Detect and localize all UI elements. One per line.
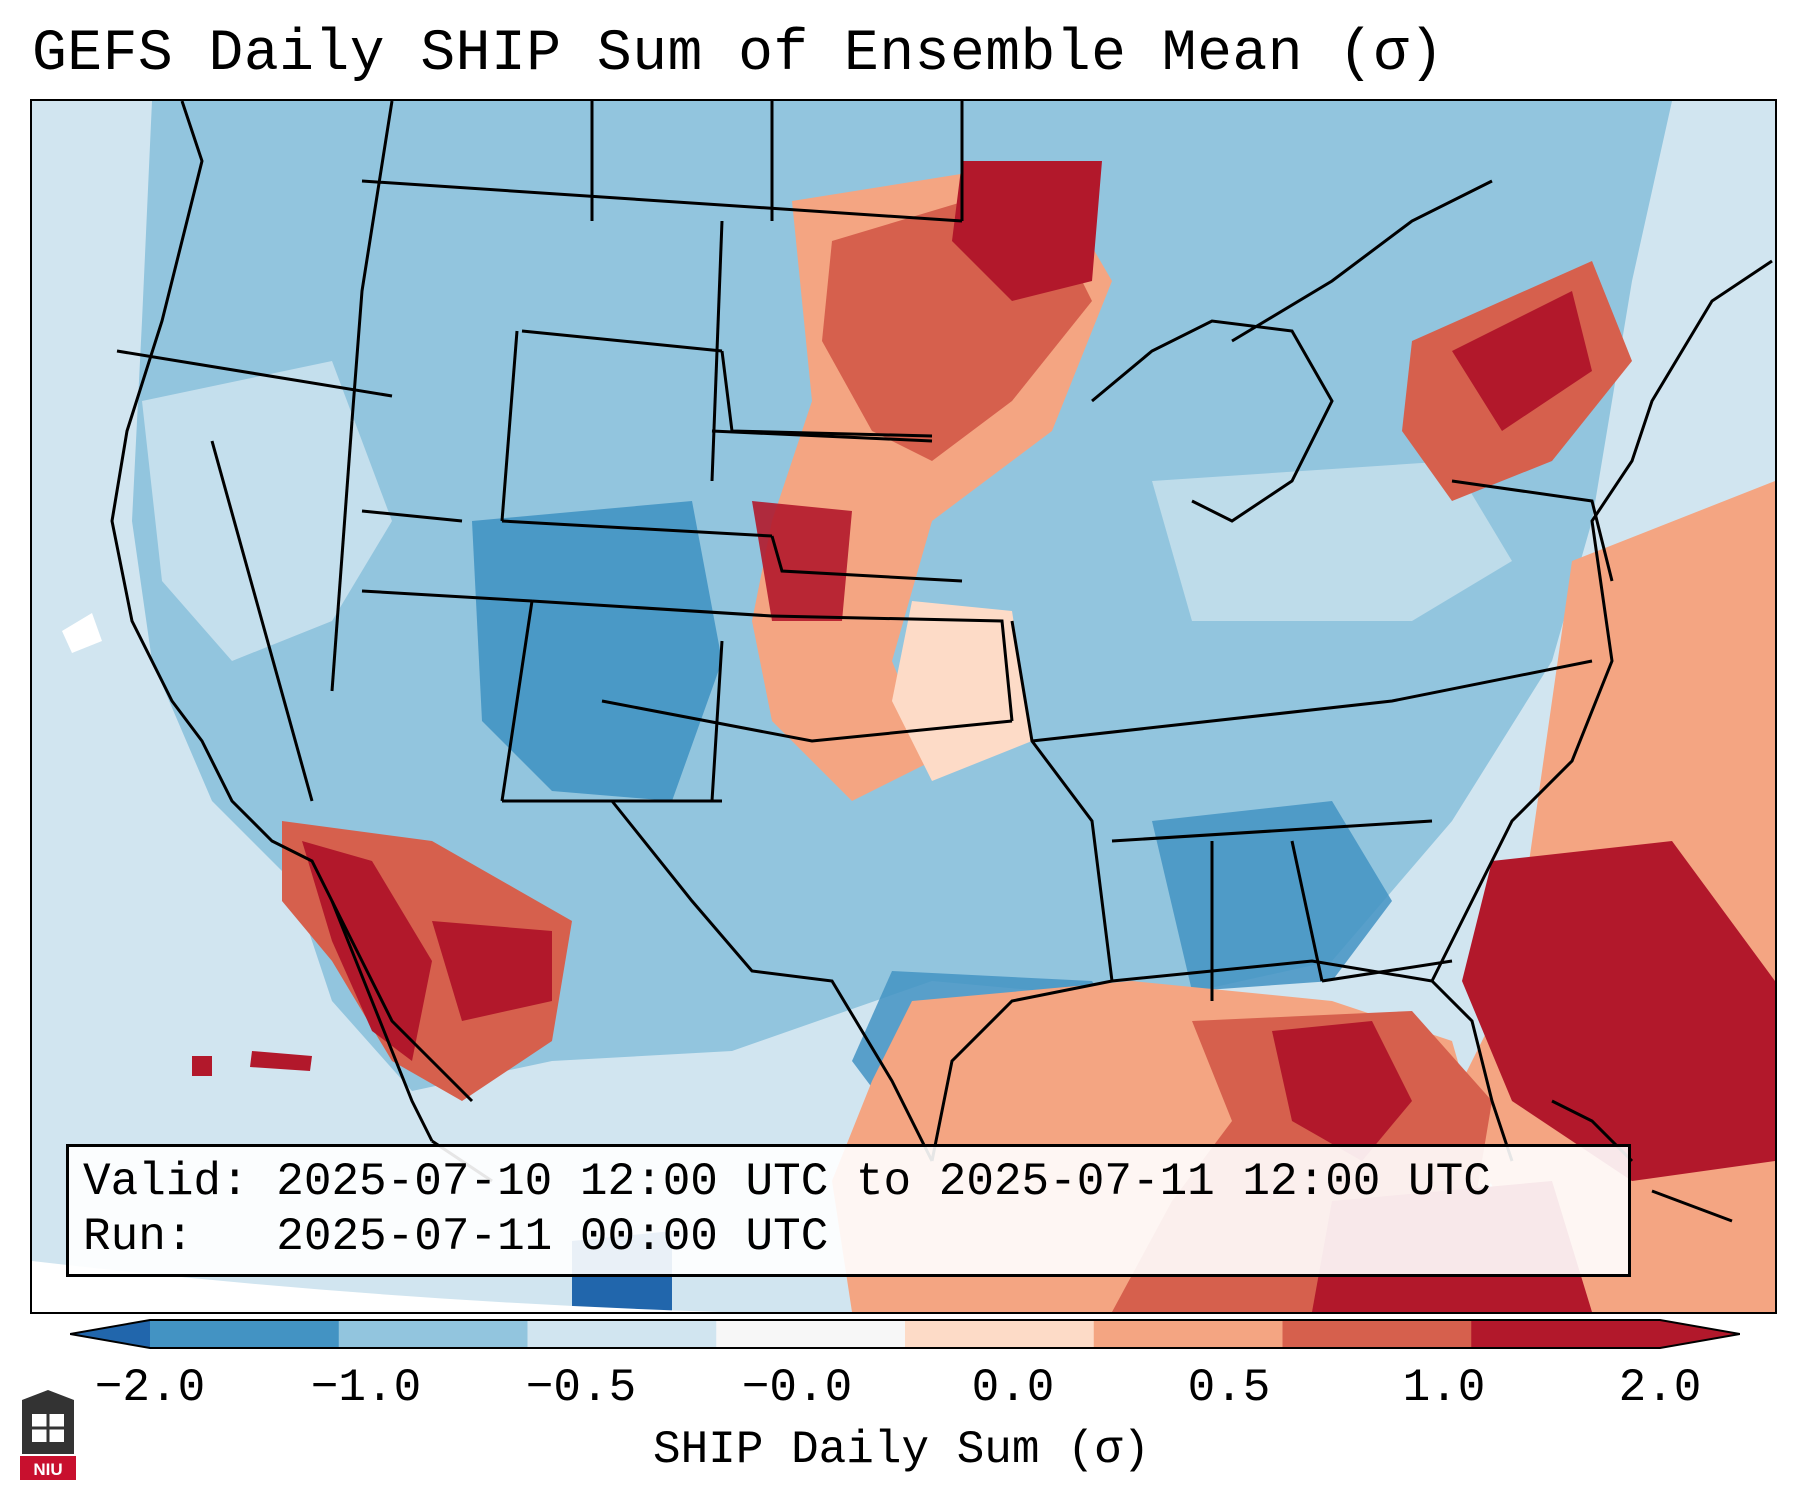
texas-mexico-border <box>610 800 934 1162</box>
border-co-south <box>531 599 773 618</box>
field-dark-red-north <box>952 161 1102 301</box>
field-dark-red-nebraska <box>752 501 852 621</box>
border-ks-ok <box>771 614 1014 722</box>
field-peach-missouri <box>892 601 1032 781</box>
border-tn-ky-va <box>1031 659 1593 743</box>
border-sd-ne <box>711 429 933 443</box>
border-ga-fl <box>1321 959 1453 983</box>
field-dark-red-california <box>302 841 432 1061</box>
colorbar <box>70 1319 1740 1349</box>
colorbar-bin <box>150 1320 340 1348</box>
valid-line: Valid: 2025-07-10 12:00 UTC to 2025-07-1… <box>83 1156 1491 1208</box>
border-wy-north <box>521 329 723 353</box>
border-tn-south <box>1111 819 1433 843</box>
colorbar-tick-label: 0.5 <box>1187 1362 1271 1414</box>
colorbar-tick-label: −1.0 <box>310 1362 422 1414</box>
boundaries <box>110 101 1773 1223</box>
mississippi-river-border <box>1010 620 1114 982</box>
border-al-ga <box>1290 840 1324 982</box>
field-dark-red-atlantic <box>1462 841 1775 1181</box>
logo-text: NIU <box>33 1460 62 1479</box>
colorbar-bins <box>150 1320 1661 1348</box>
field-dark-red-gulf <box>1272 1021 1412 1161</box>
colorbar-bin <box>338 1320 528 1348</box>
border-ok-tx <box>601 699 1013 743</box>
border-az-nm <box>500 600 534 802</box>
colorbar-bin <box>1093 1320 1283 1348</box>
logo-badge <box>20 1456 76 1480</box>
colorbar-tick-label: 1.0 <box>1402 1362 1486 1414</box>
projection-edge <box>32 1261 1232 1312</box>
border-ut-az <box>361 589 533 603</box>
niu-logo: NIU <box>20 1390 76 1480</box>
colorbar-bin <box>1282 1320 1472 1348</box>
border-wy-south <box>501 519 773 538</box>
border-pa-ny <box>1451 479 1614 582</box>
border-or-id <box>116 349 393 398</box>
colorbar-tick-label: −2.0 <box>94 1362 206 1414</box>
atlantic-coastline <box>1430 259 1773 982</box>
colorbar-under-arrow <box>70 1320 150 1348</box>
colorbar-tick-label: −0.5 <box>525 1362 637 1414</box>
field-blue-colorado <box>472 501 722 801</box>
pacific-coastline <box>110 101 474 1103</box>
border-id-mt <box>350 101 394 422</box>
colorbar-bin <box>716 1320 906 1348</box>
border-nm-tx <box>710 640 724 802</box>
chart-title: GEFS Daily SHIP Sum of Ensemble Mean (σ) <box>32 22 1445 87</box>
map-panel <box>30 99 1777 1314</box>
border-ca-nv <box>210 440 314 802</box>
run-line: Run: 2025-07-11 00:00 UTC <box>83 1211 829 1263</box>
colorbar-tick-label: −0.0 <box>741 1362 853 1414</box>
border-ne-ks <box>770 535 963 583</box>
valid-run-info-box: Valid: 2025-07-10 12:00 UTC to 2025-07-1… <box>66 1144 1631 1277</box>
colorbar-outline <box>70 1319 1740 1349</box>
colorbar-tick-label: 0.0 <box>971 1362 1055 1414</box>
colorbar-bin <box>905 1320 1095 1348</box>
field-pixel-pacific-2 <box>250 1051 312 1071</box>
colorbar-bin <box>527 1320 717 1348</box>
gulf-coastline <box>930 959 1514 1162</box>
colorbar-label: SHIP Daily Sum (σ) <box>653 1424 1150 1476</box>
map-svg <box>32 101 1775 1312</box>
baja-coast <box>330 900 434 1142</box>
colorbar-over-arrow <box>1660 1320 1740 1348</box>
field-pale-ohio <box>1152 461 1512 621</box>
great-lakes-outline <box>1091 319 1334 523</box>
field-pale-northwest <box>142 361 392 661</box>
border-nv-ut <box>361 509 463 523</box>
border-wy-west <box>500 330 519 522</box>
canada-border <box>361 179 963 223</box>
border-nv-az <box>330 420 354 692</box>
field-pixel-pacific-1 <box>192 1056 212 1076</box>
field-white-pacific <box>62 613 102 653</box>
colorbar-tick-label: 2.0 <box>1618 1362 1702 1414</box>
field-dark-red-arizona <box>432 921 552 1021</box>
colorbar-bin <box>1471 1320 1661 1348</box>
canada-border-east <box>1231 179 1493 343</box>
field-dark-red-new-york <box>1452 291 1592 431</box>
